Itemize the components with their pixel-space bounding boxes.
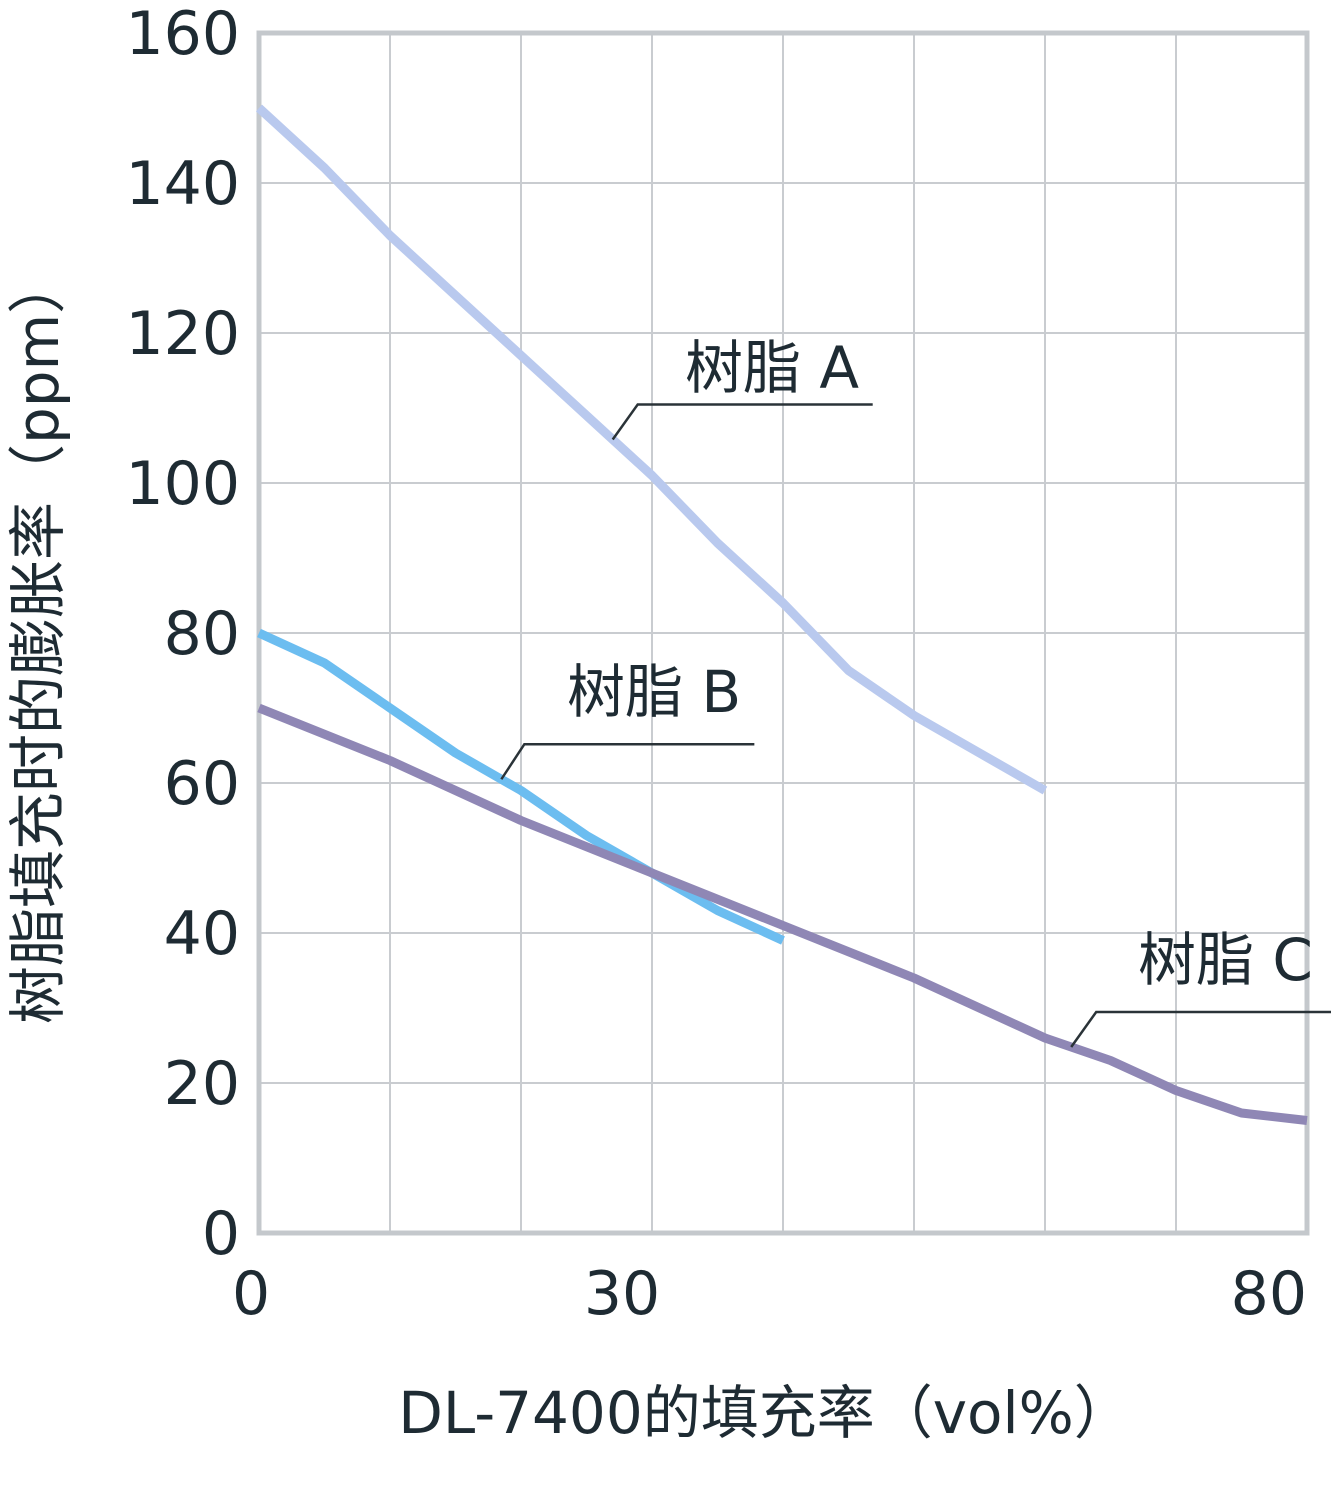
y-tick-label: 20 [164, 1049, 240, 1119]
x-tick-label: 30 [584, 1259, 660, 1329]
y-tick-label: 40 [164, 899, 240, 969]
grid-lines [259, 32, 1307, 1234]
callout-leader [611, 403, 873, 441]
y-tick-label: 0 [202, 1199, 240, 1269]
y-tick-label: 140 [125, 149, 240, 219]
series-callouts: 树脂 A 树脂 B 树脂 C [500, 334, 1331, 1048]
callout-leader [500, 743, 755, 780]
series-label: 树脂 C [1138, 926, 1313, 994]
series-label: 树脂 A [685, 334, 859, 402]
y-tick-label: 80 [164, 599, 240, 669]
y-axis-title: 树脂填充时的膨胀率（ppm） [4, 256, 72, 1024]
callout-leader [1070, 1010, 1331, 1048]
series-line [255, 104, 1048, 795]
x-tick-label: 80 [1231, 1259, 1307, 1329]
x-axis-title: DL-7400的填充率（vol%） [398, 1379, 1132, 1447]
x-tick-labels: 0 30 80 [232, 1259, 1307, 1329]
y-tick-labels: 0 20 40 60 80 100 120 140 160 [125, 0, 240, 1269]
series-lines [255, 104, 1308, 1125]
series-line [257, 628, 785, 945]
series-label: 树脂 B [567, 658, 741, 726]
y-tick-label: 60 [164, 749, 240, 819]
y-tick-label: 100 [125, 449, 240, 519]
y-tick-label: 160 [125, 0, 240, 69]
series-line [257, 703, 1308, 1125]
x-tick-label: 0 [232, 1259, 270, 1329]
y-tick-label: 120 [125, 299, 240, 369]
